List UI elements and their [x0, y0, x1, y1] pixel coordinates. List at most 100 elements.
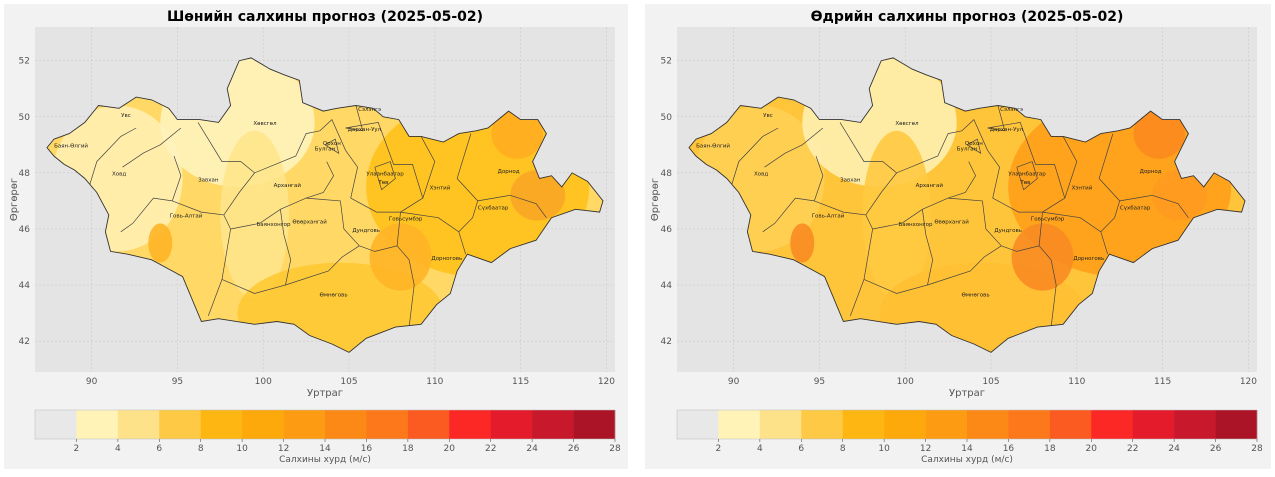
province-border	[120, 197, 173, 233]
province-label: Хөвсгөл	[895, 121, 919, 127]
province-label: Өмнөговь	[961, 292, 989, 298]
wind-zone	[491, 108, 543, 159]
colorbar-segment	[718, 410, 761, 439]
x-tick-label: 110	[1068, 377, 1085, 387]
province-label: Дорнод	[1140, 169, 1162, 175]
province-label: Дундговь	[352, 228, 380, 234]
colorbar-segment	[366, 410, 409, 439]
province-label: Дорноговь	[431, 256, 462, 262]
colorbar-tick-label: 26	[1210, 444, 1222, 454]
province-label: Улаанбаатар	[1008, 172, 1046, 178]
province-border	[477, 194, 547, 218]
colorbar-tick-label: 20	[444, 444, 456, 454]
panel-day: Өдрийн салхины прогноз (2025-05-02) 90 95 1…	[645, 4, 1271, 469]
province-label: Сэлэнгэ	[358, 107, 381, 113]
province-label: Хэнтий	[430, 185, 451, 192]
province-label: Орхон	[965, 141, 983, 147]
y-axis-label: Өргөрөг	[9, 178, 20, 221]
colorbar-segment	[449, 410, 492, 439]
province-label: Увс	[121, 113, 131, 119]
y-tick-label: 44	[19, 281, 31, 291]
province-label: Дорнод	[498, 169, 520, 175]
colorbar-tick-label: 6	[156, 444, 162, 454]
colorbar-tick-label: 24	[526, 444, 538, 454]
colorbar-tick-label: 12	[278, 444, 289, 454]
province-label: Дархан-Уул	[990, 127, 1024, 133]
country-outline	[46, 57, 604, 353]
colorbar-tick-label: 20	[1086, 444, 1098, 454]
province-border	[374, 161, 396, 191]
y-tick-label: 46	[661, 225, 673, 235]
province-label: Өвөрхангай	[934, 218, 969, 225]
province-border	[171, 155, 182, 202]
province-label: Говь-Алтай	[812, 213, 845, 220]
y-tick-label: 46	[19, 225, 31, 235]
province-label: Баян-Өлгий	[696, 143, 730, 150]
province-border	[927, 245, 1002, 286]
province-border	[285, 245, 360, 286]
province-label: Улаанбаатар	[366, 172, 404, 178]
colorbar-segment	[677, 410, 719, 439]
province-border	[1042, 211, 1109, 255]
panel-night: Шөнийн салхины прогноз (2025-05-02) 90 95 1…	[4, 4, 628, 469]
province-border	[324, 138, 340, 154]
province-label: Төв	[377, 180, 388, 186]
province-border	[420, 136, 436, 199]
province-label: Орхон	[323, 141, 341, 147]
province-label: Баян-Өлгий	[54, 143, 88, 150]
x-axis-label: Уртраг	[307, 388, 343, 399]
province-border	[1062, 136, 1078, 199]
province-border	[122, 127, 182, 168]
x-tick-label: 120	[598, 377, 615, 387]
province-border	[197, 122, 320, 174]
wind-zone	[790, 223, 815, 263]
province-border	[345, 122, 424, 213]
colorbar-tick-label: 8	[840, 444, 846, 454]
x-tick-label: 120	[1240, 377, 1257, 387]
province-border	[1001, 212, 1043, 252]
province-border	[762, 197, 815, 233]
y-tick-label: 50	[19, 113, 31, 123]
y-tick-label: 42	[19, 337, 30, 347]
map-title: Шөнийн салхины прогноз (2025-05-02)	[167, 9, 483, 25]
colorbar-segment	[117, 410, 160, 439]
province-label: Хэнтий	[1072, 185, 1093, 192]
y-tick-label: 42	[661, 337, 672, 347]
wind-zone	[510, 170, 566, 221]
colorbar-tick-label: 12	[920, 444, 931, 454]
colorbar-tick-label: 28	[1251, 444, 1263, 454]
province-border	[948, 197, 1002, 247]
province-label: Сүхбаатар	[1120, 205, 1151, 211]
wind-zone	[1152, 170, 1208, 221]
province-label: Ховд	[112, 172, 126, 178]
wind-zone	[220, 130, 289, 300]
province-label: Сэлэнгэ	[1000, 107, 1023, 113]
colorbar-segment	[35, 410, 77, 439]
province-border	[396, 245, 415, 328]
colorbar-tick-label: 2	[716, 444, 722, 454]
x-tick-label: 95	[172, 377, 183, 387]
x-tick-label: 115	[1154, 377, 1171, 387]
y-tick-label: 44	[661, 281, 673, 291]
colorbar-segment	[532, 410, 574, 439]
country-outline	[688, 57, 1246, 353]
province-label: Төв	[1019, 180, 1030, 186]
province-border	[865, 172, 897, 216]
map-title: Өдрийн салхины прогноз (2025-05-02)	[811, 9, 1124, 25]
colorbar-tick-label: 2	[74, 444, 80, 454]
y-tick-label: 52	[19, 57, 30, 67]
province-border	[764, 127, 824, 168]
colorbar-segment	[200, 410, 243, 439]
colorbar-segment	[242, 410, 284, 439]
y-tick-label: 48	[661, 169, 673, 179]
colorbar-segment	[325, 410, 367, 439]
colorbar-tick-label: 14	[961, 444, 973, 454]
colorbar-tick-label: 10	[878, 444, 890, 454]
colorbar-tick-label: 4	[115, 444, 121, 454]
province-label: Увс	[763, 113, 773, 119]
colorbar-segment	[1215, 410, 1258, 439]
colorbar-tick-label: 14	[319, 444, 331, 454]
colorbar-segment	[801, 410, 844, 439]
x-tick-label: 95	[814, 377, 825, 387]
province-label: Говьсүмбэр	[1031, 217, 1065, 223]
